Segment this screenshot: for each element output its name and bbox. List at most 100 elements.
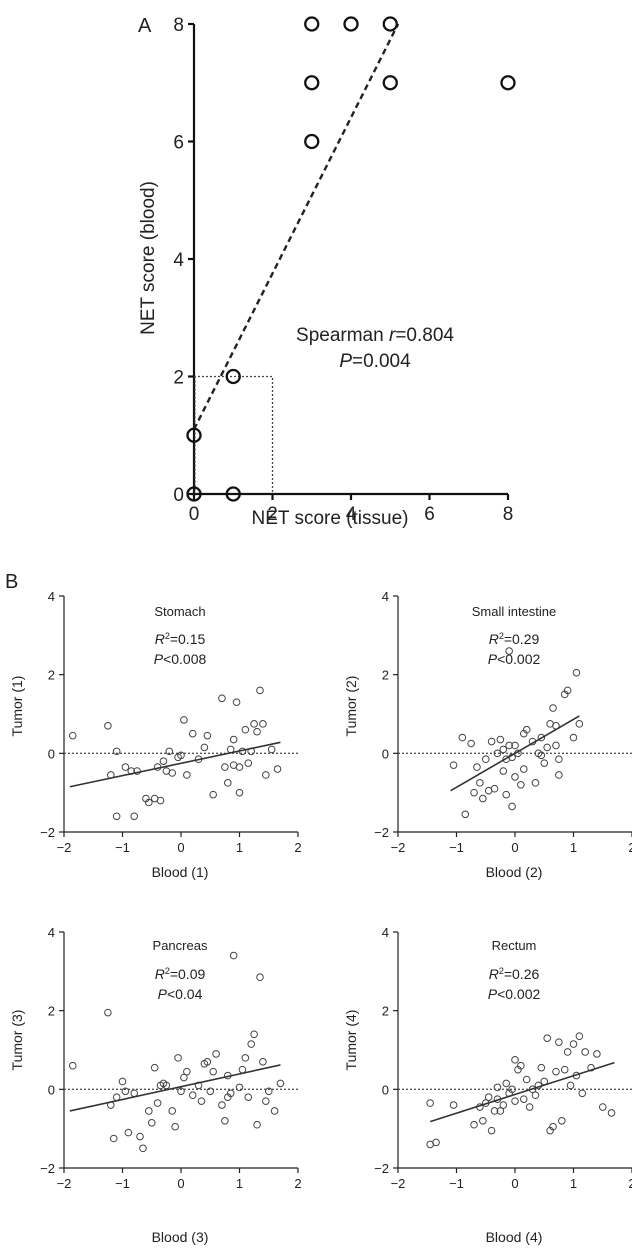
rectum-point <box>555 1038 563 1046</box>
rectum-point <box>511 1056 519 1064</box>
pancreas-point <box>253 1120 261 1129</box>
small-intestine-title: Small intestine <box>472 604 557 619</box>
small-intestine-point <box>508 802 516 811</box>
pancreas-y-tick-label: 0 <box>48 1082 55 1097</box>
rectum-point <box>517 1061 525 1070</box>
stomach-point <box>188 729 197 738</box>
rectum-y-tick-label: −2 <box>374 1161 389 1176</box>
panel-a-annotation-p: P=0.004 <box>339 351 411 372</box>
pancreas-title: Pancreas <box>153 938 208 953</box>
pancreas-point <box>136 1132 144 1141</box>
pancreas-point <box>150 1063 159 1072</box>
panel-a-x-tick-label: 2 <box>267 504 278 525</box>
pancreas-point <box>145 1107 153 1115</box>
pancreas-x-tick-label: 1 <box>236 1176 243 1191</box>
stomach-title: Stomach <box>154 604 205 619</box>
rectum-x-tick-label: −2 <box>391 1176 406 1191</box>
small-intestine-point <box>461 810 470 819</box>
pancreas-x-tick-label: 2 <box>294 1176 301 1191</box>
panel-a-point <box>186 486 202 502</box>
panel-a-x-tick-label: 6 <box>424 504 435 525</box>
small-intestine-point <box>511 773 519 781</box>
stomach-point <box>112 747 121 756</box>
stomach-point <box>218 694 226 703</box>
panel-a-y-tick-label: 8 <box>173 15 184 36</box>
pancreas-point <box>124 1128 133 1137</box>
small-intestine-point <box>555 755 563 764</box>
pancreas-point <box>209 1067 217 1076</box>
panel-a-fit-line <box>192 23 400 430</box>
small-intestine-x-tick-label: 1 <box>570 840 577 855</box>
stomach-point <box>121 763 130 771</box>
stomach-r2: R2=0.15 <box>155 631 206 647</box>
small-intestine-point <box>522 725 531 734</box>
panel-a-y-tick-label: 6 <box>173 133 184 154</box>
pancreas-point <box>188 1091 197 1100</box>
rectum-title: Rectum <box>492 938 537 953</box>
pancreas-point <box>241 1054 250 1062</box>
rectum-point <box>598 1103 607 1111</box>
rectum-point <box>581 1048 590 1056</box>
rectum-point <box>552 1067 560 1076</box>
small-intestine-point <box>543 743 551 752</box>
pancreas-y-tick-label: −2 <box>40 1161 55 1176</box>
panel-a-label: A <box>138 15 152 37</box>
pancreas-r2: R2=0.09 <box>155 966 206 982</box>
pancreas-point <box>203 1058 212 1066</box>
rectum-point <box>490 1107 499 1115</box>
small-intestine-r2: R2=0.29 <box>489 631 540 647</box>
small-intestine-x-tick-label: 0 <box>511 840 518 855</box>
stomach-point <box>203 731 212 740</box>
rectum-point <box>432 1138 440 1147</box>
pancreas-point <box>109 1134 118 1143</box>
rectum-y-tick-label: 4 <box>382 925 389 940</box>
small-intestine-point <box>505 741 513 750</box>
panel-a-x-tick-label: 8 <box>503 504 514 525</box>
pancreas-point <box>183 1067 191 1076</box>
stomach-x-tick-label: 2 <box>294 840 301 855</box>
stomach-chart: Stomach R2=0.15 P<0.008 Tumor (1) Blood … <box>9 589 302 880</box>
rectum-p: P<0.002 <box>488 986 541 1002</box>
stomach-y-tick-label: −2 <box>40 825 55 840</box>
pancreas-point <box>162 1081 171 1090</box>
rectum-y-axis-label: Tumor (4) <box>343 1010 359 1071</box>
panel-a-y-tick-label: 0 <box>173 485 184 506</box>
panel-a-chart: A NET score (blood) NET score (tissue) S… <box>138 15 516 529</box>
rectum-point <box>496 1107 505 1115</box>
stomach-point <box>221 763 229 771</box>
pancreas-point <box>147 1118 156 1127</box>
small-intestine-point <box>575 720 584 728</box>
small-intestine-point <box>449 761 458 769</box>
panel-a-point <box>382 16 398 32</box>
rectum-point <box>531 1091 540 1100</box>
small-intestine-y-tick-label: −2 <box>374 825 389 840</box>
stomach-p: P<0.008 <box>154 651 207 667</box>
rectum-r2: R2=0.26 <box>489 966 540 982</box>
small-intestine-y-tick-label: 2 <box>382 668 389 683</box>
small-intestine-point <box>511 741 519 750</box>
pancreas-chart: Pancreas R2=0.09 P<0.04 Tumor (3) Blood … <box>9 925 302 1245</box>
rectum-point <box>593 1050 601 1058</box>
panel-a-y-axis-label: NET score (blood) <box>138 181 159 335</box>
pancreas-point <box>229 951 238 960</box>
pancreas-point <box>197 1097 206 1105</box>
pancreas-y-axis-label: Tumor (3) <box>9 1010 25 1071</box>
small-intestine-point <box>499 767 508 775</box>
stomach-point <box>145 798 153 807</box>
small-intestine-point <box>549 704 557 712</box>
panel-a-point <box>382 75 398 91</box>
rectum-point <box>502 1079 511 1088</box>
panel-a-point <box>343 16 359 32</box>
stomach-point <box>133 767 141 775</box>
rectum-point <box>549 1122 557 1131</box>
rectum-point <box>508 1085 516 1094</box>
pancreas-point <box>244 1093 253 1101</box>
pancreas-point <box>121 1087 130 1096</box>
rectum-x-tick-label: 1 <box>570 1176 577 1191</box>
rectum-point <box>578 1089 587 1098</box>
stomach-point <box>112 812 121 821</box>
pancreas-point <box>177 1087 185 1096</box>
small-intestine-point <box>499 745 508 754</box>
pancreas-point <box>276 1079 285 1088</box>
rectum-fit-line <box>429 1061 615 1123</box>
